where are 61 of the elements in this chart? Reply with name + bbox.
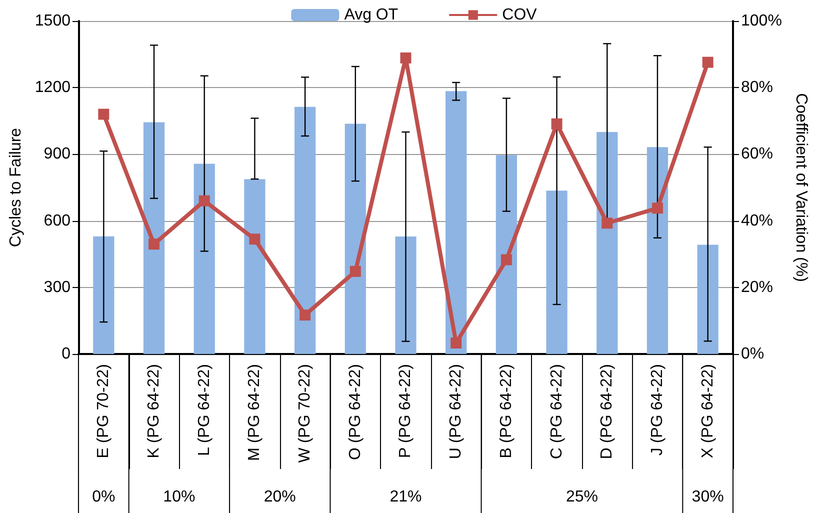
point (450, 338, 462, 349)
x-tick-label: M (PG 64-22) (246, 364, 264, 461)
text: 25% (566, 488, 598, 506)
point (652, 202, 663, 214)
bar (546, 190, 568, 354)
y2-tick-label: 80% (741, 79, 774, 96)
legend-label: COV (502, 6, 538, 24)
x-tick-label: X (PG 64-22) (699, 364, 716, 458)
point (148, 238, 160, 250)
bar (344, 124, 366, 354)
bar (646, 147, 668, 354)
point (400, 52, 412, 64)
point (249, 234, 260, 245)
x-tick-label: J (PG 64-22) (648, 364, 666, 456)
point (198, 195, 210, 206)
x-tick-label: W (PG 70-22) (296, 364, 314, 463)
text: 10% (163, 488, 196, 506)
bar (496, 155, 518, 354)
bar (143, 122, 165, 354)
bar (446, 91, 467, 354)
y-tick-label: 600 (44, 212, 71, 230)
x-tick-label: C (PG 64-22) (548, 364, 566, 460)
point (551, 118, 562, 130)
x-tick-label: D (PG 64-22) (598, 364, 616, 460)
y-axis-title: Cycles to Failure (8, 128, 24, 248)
y2-tick-label: 20% (741, 278, 774, 296)
point (350, 266, 361, 277)
text: 20% (264, 488, 296, 506)
y-tick-label: 1200 (34, 79, 71, 96)
x-tick-label: B (PG 64-22) (498, 364, 515, 458)
text: 21% (390, 488, 422, 506)
bar (395, 236, 416, 354)
bar (596, 132, 618, 354)
bar (697, 244, 718, 354)
y-tick-label: 300 (44, 278, 71, 296)
y2-tick-label: 100% (741, 12, 782, 30)
y2-tick-label: 0% (741, 346, 764, 362)
x-tick-label: E (PG 70-22) (95, 364, 112, 458)
point (602, 218, 613, 229)
y-tick-label: 0 (62, 346, 71, 362)
point (500, 254, 512, 266)
x-tick-label: O (PG 64-22) (346, 364, 364, 460)
y2-tick-label: 60% (741, 146, 774, 163)
y-tick-label: 1500 (34, 12, 71, 30)
bar (294, 106, 316, 354)
text: 30% (692, 488, 724, 506)
point (98, 108, 110, 120)
y2-axis-title: Coefficient of Variation (%) (792, 93, 810, 282)
bar (244, 179, 266, 354)
point (300, 310, 311, 321)
x-tick-label: L (PG 64-22) (196, 364, 213, 456)
point (702, 56, 714, 68)
legend-label: Avg OT (344, 6, 398, 24)
x-tick-label: U (PG 64-22) (448, 364, 465, 460)
y-tick-label: 900 (44, 146, 71, 163)
x-tick-label: K (PG 64-22) (146, 364, 163, 458)
bar (194, 164, 215, 354)
y2-tick-label: 40% (741, 212, 774, 230)
text: 0% (92, 488, 116, 506)
bar (93, 236, 114, 354)
x-tick-label: P (PG 64-22) (397, 364, 414, 458)
